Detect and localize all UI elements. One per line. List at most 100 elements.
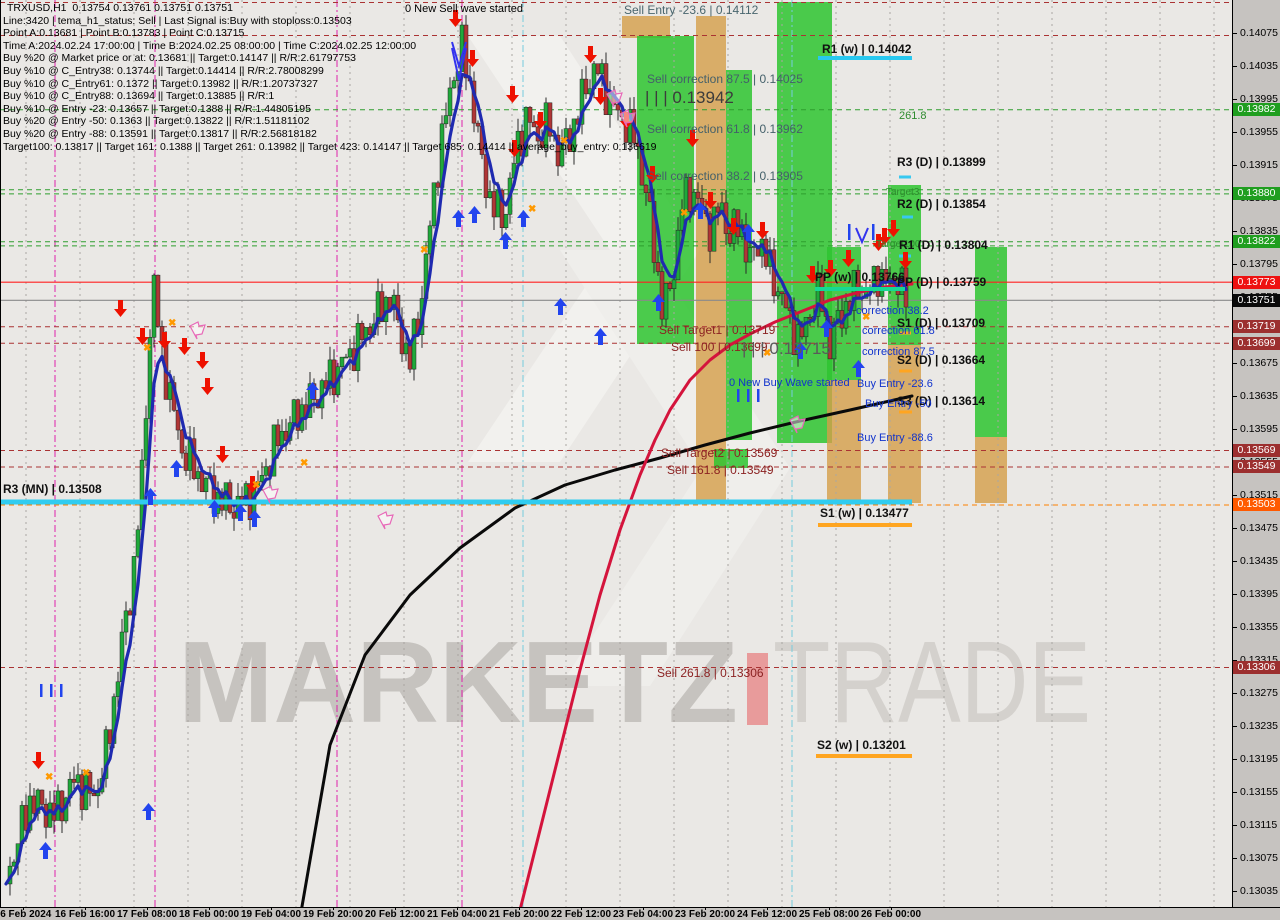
sell-arrow-down-icon	[449, 10, 462, 27]
candle-bearish	[91, 792, 97, 797]
sell-arrow-down-icon	[806, 266, 819, 283]
price-tick-label: 0.13635	[1240, 390, 1278, 403]
sell-arrow-down-icon	[594, 88, 607, 105]
price-tick-mark	[1233, 428, 1237, 430]
time-tick-label: 22 Feb 12:00	[550, 909, 612, 920]
time-tick-mark	[519, 907, 520, 910]
price-tick-mark	[1233, 725, 1237, 727]
candle-bullish	[339, 356, 345, 368]
price-tick-label: 0.13355	[1240, 621, 1278, 634]
wave-chevron-icon	[855, 227, 869, 245]
pink-hollow-arrow-icon	[606, 89, 623, 108]
candle-bearish	[199, 471, 205, 493]
buy-arrow-up-icon	[594, 328, 607, 345]
sell-arrow-down-icon	[196, 352, 209, 369]
candle-bullish	[443, 115, 449, 125]
candle-bearish	[155, 274, 161, 327]
buy-arrow-up-icon	[852, 360, 865, 377]
sell-arrow-down-icon	[158, 332, 171, 349]
sell-arrow-down-icon	[506, 86, 519, 103]
chart-surface[interactable]: MARKETZ TRADE ✖ ✖ ✖ ✖ ✖ ✖ ✖ ✖ ✖ ✖ ✖ ✖ 0 New Sell wa…	[0, 0, 1233, 907]
chart-annotation: Buy Entry -88.6	[857, 432, 933, 444]
chart-annotation: S1 (w) | 0.13477	[820, 506, 909, 520]
chart-annotation: Sell correction 38.2 | 0.13905	[647, 169, 803, 183]
price-tick-label: 0.13955	[1240, 126, 1278, 138]
time-tick-mark	[85, 907, 86, 910]
x-cross-icon: ✖	[560, 136, 568, 147]
price-axis[interactable]: 0.14075 0.14035 0.13995 0.13955 0.13915 0.138…	[1233, 0, 1280, 907]
fib-zone-green	[777, 2, 832, 443]
time-tick-label: 19 Feb 04:00	[240, 909, 302, 920]
info-line: Point A:0.13681 | Point B:0.13783 | Poin…	[3, 27, 245, 40]
chart-annotation: Target3	[886, 187, 920, 198]
chart-annotation: R3 (MN) | 0.13508	[3, 482, 102, 496]
fib-zone-orange	[888, 345, 921, 503]
price-tick-mark	[1233, 692, 1237, 694]
info-line: Line:3420 | tema_h1_status: Sell | Last …	[3, 14, 352, 27]
price-axis-badge: 0.13880	[1233, 187, 1280, 201]
chart-annotation: Sell correction 87.5 | 0.14025	[647, 72, 803, 86]
price-tick-mark	[1233, 230, 1237, 232]
candle-bearish	[331, 359, 337, 396]
buy-arrow-up-icon	[499, 232, 512, 249]
time-tick-mark	[457, 907, 458, 910]
fib-zone-orange	[827, 380, 861, 503]
candle-bullish	[523, 106, 529, 157]
time-tick-mark	[209, 907, 210, 910]
chart-annotation: Sell 261.8 | 0.13306	[657, 666, 764, 680]
sell-arrow-down-icon	[727, 218, 740, 235]
chart-annotation: correction 61.8	[862, 325, 935, 337]
wave-chevron-icon	[451, 41, 467, 70]
price-axis-badge: 0.13503	[1233, 498, 1280, 512]
price-tick-mark	[1233, 494, 1237, 496]
chart-annotation: 0 New Buy Wave started	[729, 377, 850, 389]
candle-bearish	[779, 291, 785, 294]
candle-bullish	[503, 214, 509, 228]
sell-arrow-down-icon	[646, 166, 659, 183]
candle-bullish	[447, 87, 453, 116]
time-tick-label: 20 Feb 12:00	[364, 909, 426, 920]
buy-arrow-up-icon	[554, 298, 567, 315]
candle-bearish	[531, 122, 537, 128]
candle-bearish	[275, 424, 281, 447]
chart-annotation: Sell 161.8 | 0.13549	[667, 463, 774, 477]
candle-bullish	[115, 681, 121, 697]
price-tick-label: 0.13995	[1240, 93, 1278, 105]
price-tick-label: 0.13795	[1240, 258, 1278, 271]
candle-bullish	[803, 317, 809, 338]
buy-arrow-up-icon	[652, 294, 665, 311]
candle-bearish	[475, 122, 481, 127]
price-tick-mark	[1233, 32, 1237, 34]
chart-annotation: correction 38.2	[856, 305, 929, 317]
x-cross-icon: ✖	[143, 343, 151, 354]
price-chart[interactable]: MARKETZ TRADE ✖ ✖ ✖ ✖ ✖ ✖ ✖ ✖ ✖ ✖ ✖ ✖ 0 New Sell wa…	[0, 0, 1233, 907]
candle-bullish	[427, 225, 433, 255]
candle-bearish	[643, 184, 649, 193]
time-tick-label: 16 Feb 2024	[0, 909, 52, 920]
wave-tick-mark	[60, 684, 63, 697]
wave-tick-mark	[50, 684, 53, 697]
candle-bearish	[499, 189, 505, 228]
price-axis-badge: 0.13982	[1233, 103, 1280, 117]
time-tick-mark	[829, 907, 830, 910]
x-cross-icon: ✖	[763, 348, 771, 359]
chart-annotation: PP (w) | 0.13766	[815, 270, 905, 284]
price-tick-label: 0.13475	[1240, 522, 1278, 535]
price-axis-badge: 0.13549	[1233, 460, 1280, 474]
pink-hollow-arrow-icon	[377, 511, 394, 530]
sell-arrow-down-icon	[216, 446, 229, 463]
time-axis[interactable]: 16 Feb 2024 16 Feb 16:00 17 Feb 08:00 18 Fe…	[0, 907, 1280, 920]
watermark-text-left: MARKETZ	[178, 617, 738, 747]
chart-annotation: S3 (D) | 0.13614	[897, 394, 985, 408]
candle-bearish	[715, 206, 721, 213]
pink-hollow-arrow-icon	[619, 109, 636, 128]
price-tick-mark	[1233, 164, 1237, 166]
candle-bullish	[343, 356, 349, 359]
chart-annotation: 0 New Sell wave started	[405, 3, 523, 15]
candle-bullish	[671, 279, 677, 289]
chart-annotation: S1 (D) | 0.13709	[897, 316, 985, 330]
chart-annotation: 261.8	[899, 110, 927, 122]
candle-bearish	[59, 790, 65, 822]
candle-bearish	[175, 410, 181, 431]
pink-hollow-arrow-icon	[789, 415, 806, 434]
